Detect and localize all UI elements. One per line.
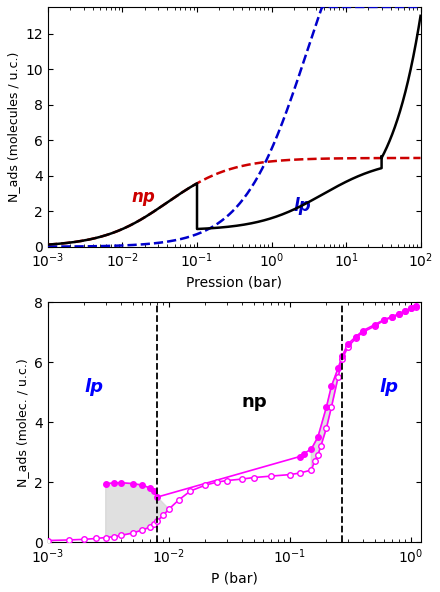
Polygon shape <box>106 482 169 538</box>
Text: lp: lp <box>380 378 399 396</box>
Y-axis label: N_ads (molecules / u.c.): N_ads (molecules / u.c.) <box>7 52 20 202</box>
Y-axis label: N_ads (molec. / u.c.): N_ads (molec. / u.c.) <box>16 358 29 487</box>
Polygon shape <box>311 344 348 470</box>
Text: lp: lp <box>84 378 103 396</box>
Text: np: np <box>131 188 155 207</box>
X-axis label: Pression (bar): Pression (bar) <box>186 276 282 289</box>
X-axis label: P (bar): P (bar) <box>211 571 258 585</box>
Text: lp: lp <box>294 197 312 215</box>
Text: np: np <box>242 393 268 411</box>
